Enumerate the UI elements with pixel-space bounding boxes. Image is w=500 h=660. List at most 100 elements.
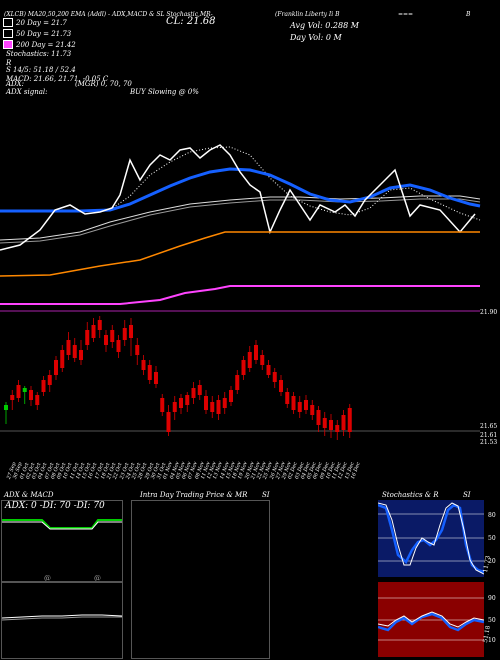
stoch-axis-80: 80	[488, 512, 496, 519]
candle-body	[104, 335, 108, 345]
candle-body	[35, 395, 40, 405]
candle-body	[10, 395, 15, 400]
buy-signal: BUY Slowing @ 0%	[130, 88, 199, 96]
adx-panel-readout: ADX: 0 -DI: 70 -DI: 70	[5, 501, 105, 511]
legend: 20 Day = 21.7 50 Day = 21.73 200 Day = 2…	[3, 17, 76, 50]
candle-body	[135, 345, 140, 355]
mr-axis-10: 10	[488, 637, 496, 644]
stochastics-panel	[378, 500, 484, 577]
candle-body	[54, 360, 58, 375]
candle-body	[204, 396, 208, 410]
candle-body	[279, 380, 283, 392]
candle-body	[154, 372, 158, 384]
candle-body	[254, 345, 258, 360]
studies-label: (XLCB) MA20,50,200 EMA (Addl) - ADX,MACD…	[4, 11, 213, 18]
price-label-low1: 21.61	[480, 432, 498, 439]
legend-swatch	[3, 29, 13, 38]
ticker-right: B	[466, 11, 471, 18]
price-label-mid: 21.65	[480, 423, 498, 430]
candle-body	[116, 340, 121, 352]
candle-body	[304, 400, 308, 410]
candle-body	[210, 402, 215, 412]
stoch-value: 11.73	[482, 555, 492, 574]
candle-body	[16, 385, 21, 398]
candle-body	[291, 396, 296, 410]
ema-fast-line	[0, 167, 481, 213]
macd-lines	[2, 614, 122, 621]
candle-body	[179, 398, 183, 408]
svg-text:@: @	[94, 574, 101, 581]
adx-lines: @ @	[2, 519, 122, 581]
candle-body	[172, 402, 177, 412]
candle-body	[285, 392, 290, 404]
legend-swatch	[3, 40, 13, 49]
legend-item-20: 20 Day = 21.7	[3, 17, 76, 28]
candle-body	[191, 388, 196, 398]
candle-body	[229, 390, 233, 402]
stoch-axis-50: 50	[488, 535, 496, 542]
legend-item-50: 50 Day = 21.73	[3, 28, 76, 39]
stoch-si: SI	[463, 491, 471, 499]
date-axis: 27 Sep 30 Sep 01 Oct 02 Oct 03 Oct 04 Oct 07 O…	[0, 440, 500, 490]
candle-body	[335, 425, 340, 432]
candles-group	[4, 316, 352, 440]
candle-body	[347, 408, 352, 432]
dotted-ma	[0, 146, 481, 221]
candle-body	[216, 400, 221, 414]
candle-body	[297, 402, 302, 412]
candle-body	[85, 330, 90, 345]
legend-swatch	[3, 18, 13, 27]
candle-body	[197, 385, 202, 395]
macd-readout: MACD: 21.66, 21.71, -0.05 C	[6, 75, 109, 83]
candle-body	[110, 330, 115, 342]
intraday-title: Intra Day Trading Price & MR	[140, 491, 248, 499]
r-readout: R	[6, 59, 12, 67]
candle-body	[222, 398, 227, 408]
price-label-top: 21.90	[480, 309, 498, 316]
stoch-lines	[378, 502, 484, 575]
intraday-si: SI	[262, 491, 270, 499]
candle-body	[260, 355, 265, 365]
close-line	[0, 144, 476, 251]
candle-body	[235, 375, 240, 390]
candle-body	[185, 395, 190, 405]
ma50-line	[0, 198, 481, 244]
candle-body	[329, 420, 333, 430]
ticker-name: (Franklin Liberty Ii B	[275, 11, 340, 18]
price-label-low2: 21.53	[480, 439, 498, 446]
candle-body	[122, 328, 127, 340]
candle-body	[66, 340, 71, 355]
candle-body	[322, 418, 327, 428]
mr-lines	[378, 597, 484, 641]
candle-body	[4, 405, 8, 410]
s-readout: S 14/5: 51.18 / 52.4	[6, 66, 76, 74]
candle-body	[147, 365, 152, 380]
macd-panel	[1, 582, 123, 659]
candle-body	[22, 388, 27, 392]
legend-item-200: 200 Day = 21.42	[3, 39, 76, 50]
candle-body	[91, 325, 96, 338]
candle-body	[341, 415, 346, 430]
candle-body	[310, 405, 315, 415]
candle-body	[41, 380, 46, 392]
adx-signal: ADX signal:	[6, 88, 48, 96]
mr-panel	[378, 582, 484, 657]
candle-body	[166, 412, 171, 432]
mgr-readout: (MGR) 0, 70, 70	[75, 80, 132, 88]
svg-text:@: @	[44, 574, 51, 581]
day-vol: Day Vol: 0 M	[290, 33, 342, 42]
mr-axis-90: 90	[488, 595, 496, 602]
candle-body	[79, 350, 83, 360]
stoch-axis-20: 20	[488, 558, 496, 565]
candle-body	[316, 410, 321, 425]
candle-body	[129, 325, 133, 338]
stoch-panel-title: Stochastics & R	[382, 491, 439, 499]
ticker-dots: ===	[398, 11, 414, 18]
ema200-line	[0, 285, 480, 305]
candle-body	[29, 390, 33, 400]
candle-body	[72, 345, 77, 358]
candle-body	[97, 320, 102, 330]
candle-body	[47, 375, 52, 385]
candle-body	[266, 365, 271, 375]
candle-body	[160, 398, 165, 412]
